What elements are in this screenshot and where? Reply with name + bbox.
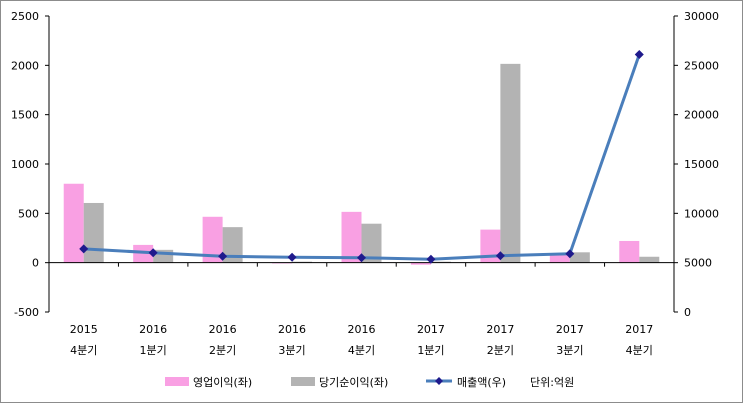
right-tick-label: 20000: [684, 109, 719, 122]
right-tick-label: 30000: [684, 10, 719, 23]
legend: 영업이익(좌) 당기순이익(좌) 매출액(우) 단위:억원: [165, 376, 574, 389]
left-tick-label: 1500: [11, 109, 39, 122]
bar-net-income: [500, 63, 521, 263]
category-year-label: 2017: [625, 323, 653, 336]
bar-operating-profit: [202, 216, 223, 263]
category-quarter-label: 4분기: [348, 344, 375, 357]
left-tick-label: 1000: [11, 158, 39, 171]
bar-net-income: [83, 202, 104, 263]
category-labels: 2015 4분기 2016 1분기 2016 2분기 2016 3분기 2016 4분기 2017 1…: [70, 323, 654, 357]
category-quarter-label: 3분기: [556, 344, 583, 357]
bar-net-income: [569, 252, 590, 263]
revenue-marker: [79, 244, 89, 254]
left-axis-ticks: -500 0 500 1000 1500 2000 2500: [11, 10, 49, 319]
axes: [48, 16, 675, 312]
line-series: [79, 49, 644, 264]
category-quarter-label: 2분기: [487, 344, 514, 357]
left-tick-label: 2500: [11, 10, 39, 23]
right-tick-label: 15000: [684, 158, 719, 171]
bar-operating-profit: [410, 262, 431, 265]
revenue-marker: [426, 254, 436, 264]
unit-note: 단위:억원: [530, 376, 574, 389]
category-year-label: 2017: [417, 323, 445, 336]
category-quarter-label: 4분기: [70, 344, 97, 357]
bar-net-income: [222, 227, 243, 263]
category-quarter-label: 3분기: [278, 344, 305, 357]
category-year-label: 2016: [278, 323, 306, 336]
legend-label-operating-profit: 영업이익(좌): [193, 376, 252, 389]
legend-swatch-operating-profit: [165, 377, 189, 386]
category-year-label: 2015: [70, 323, 98, 336]
bar-operating-profit: [63, 183, 84, 263]
bar-operating-profit: [341, 211, 362, 263]
bar-operating-profit: [133, 244, 154, 263]
category-quarter-label: 4분기: [626, 344, 653, 357]
bar-series: [63, 63, 660, 265]
category-year-label: 2017: [486, 323, 514, 336]
left-tick-label: 0: [32, 257, 39, 270]
right-tick-label: 10000: [684, 207, 719, 220]
category-quarter-label: 1분기: [140, 344, 167, 357]
bar-net-income: [639, 256, 660, 263]
bar-operating-profit: [549, 253, 570, 263]
bar-operating-profit: [480, 229, 501, 263]
bar-operating-profit: [619, 240, 640, 263]
right-tick-label: 5000: [684, 257, 712, 270]
left-tick-label: -500: [14, 306, 39, 319]
revenue-marker: [495, 251, 505, 261]
left-tick-label: 2000: [11, 59, 39, 72]
right-tick-label: 25000: [684, 59, 719, 72]
revenue-marker: [565, 249, 575, 259]
category-year-label: 2016: [209, 323, 237, 336]
revenue-marker: [218, 251, 228, 261]
revenue-marker: [634, 49, 644, 59]
category-year-label: 2016: [139, 323, 167, 336]
left-tick-label: 500: [18, 207, 39, 220]
revenue-marker: [148, 248, 158, 258]
category-year-label: 2016: [348, 323, 376, 336]
revenue-marker: [287, 252, 297, 262]
legend-swatch-net-income: [291, 377, 315, 386]
right-tick-label: 0: [684, 306, 691, 319]
category-year-label: 2017: [556, 323, 584, 336]
category-quarter-label: 1분기: [417, 344, 444, 357]
legend-label-revenue: 매출액(우): [457, 376, 506, 389]
legend-label-net-income: 당기순이익(좌): [319, 376, 388, 389]
legend-marker-revenue: [435, 377, 443, 385]
revenue-marker: [357, 253, 366, 263]
bar-net-income: [361, 223, 382, 263]
category-quarter-label: 2분기: [209, 344, 236, 357]
right-axis-ticks: 0 5000 10000 15000 20000 25000 30000: [674, 10, 719, 319]
